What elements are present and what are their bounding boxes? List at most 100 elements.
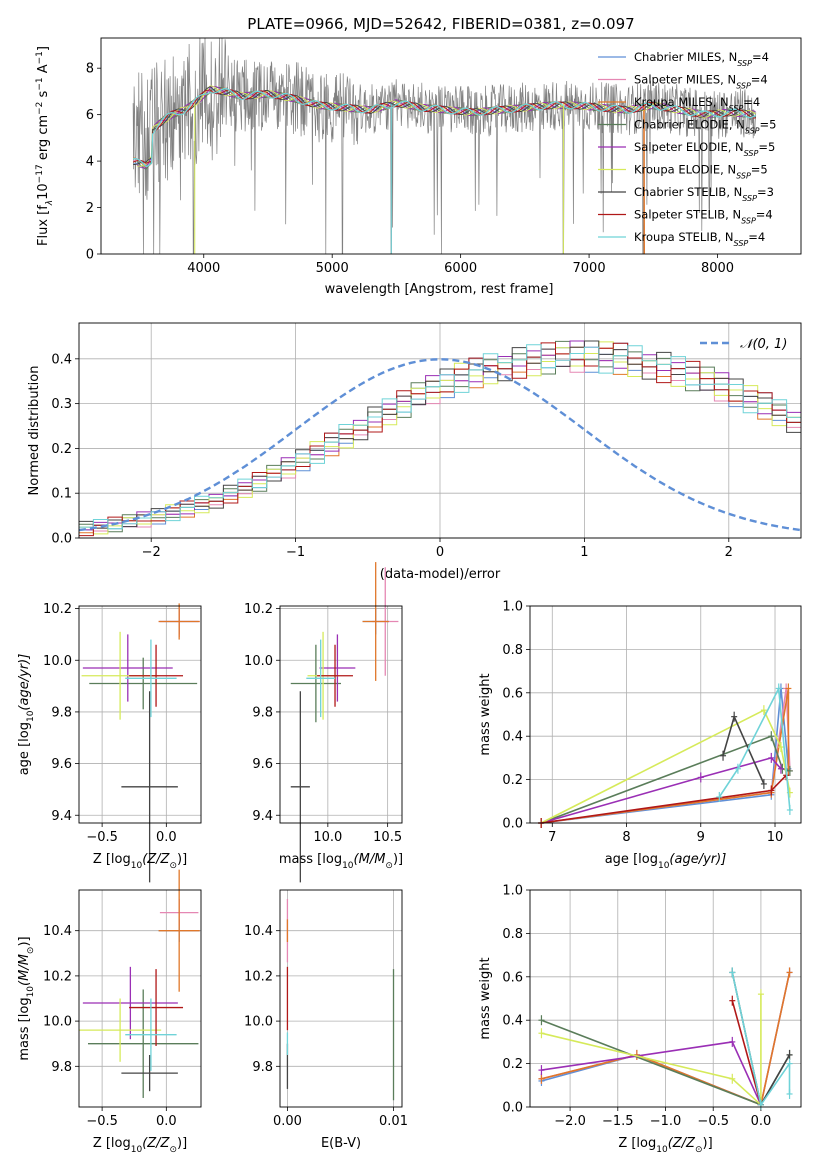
legend-label-sub: SSP [745, 126, 760, 135]
legend-label-tail: =5 [758, 140, 775, 154]
legend-label-sub: SSP [737, 59, 752, 68]
legend-label-text: Chabrier MILES, N [634, 50, 737, 64]
y-tick-label: 0.4 [502, 730, 523, 745]
panel-weight-vs-Z: −2.0 −1.5 −1.0 −0.5 0.0 0.0 0.2 0.4 0.6 0.8 1.0 Z [… [478, 884, 802, 1155]
x-tick-label: 0.0 [751, 1114, 772, 1129]
legend-label: Chabrier ELODIE, NSSP=5 [634, 118, 776, 136]
axis-label-part: (age/yr)] [669, 852, 726, 867]
axis-label-part: s [36, 90, 51, 101]
axes-frame [279, 889, 403, 1108]
x-tick-label: 10.0 [313, 830, 342, 845]
y-tick-label: 0.2 [502, 1057, 523, 1072]
y-tick-label: 9.6 [252, 757, 273, 772]
weight-line-kroupa-miles [541, 972, 791, 1106]
y-tick-label: 10.4 [244, 924, 273, 939]
y-tick-label: 10.0 [43, 654, 72, 669]
panel-mass-vs-ebv: 0.00 0.01 9.8 10.0 10.2 10.4 E(B-V) [244, 889, 408, 1151]
x-tick-label: 0.0 [156, 1114, 177, 1129]
axis-label-part: −1 [35, 51, 45, 64]
axis-label-part: (Z/Z [142, 852, 170, 867]
y-tick-label: 2 [86, 201, 94, 216]
axis-label-part: 10 [658, 861, 670, 871]
model-line-kroupa-stelib [133, 88, 757, 168]
axis-label-part: mass [log [17, 997, 32, 1060]
y-tick-label: 9.4 [252, 809, 273, 824]
y-tick-label: 0.4 [502, 1014, 523, 1029]
legend-label-tail: =4 [743, 95, 760, 109]
histogram-salpeter-stelib [79, 342, 801, 537]
x-tick-label: 2 [725, 545, 733, 560]
x-axis-label: Z [log10(Z/Z⊙)] [93, 1136, 187, 1155]
axis-label-part: Z [log [93, 852, 131, 867]
legend-label-text: Chabrier STELIB, N [634, 185, 742, 199]
y-tick-label: 0.4 [51, 352, 72, 367]
axis-label-part: ⊙ [169, 861, 177, 871]
axes-frame [78, 889, 202, 1108]
axis-label-part: )] [17, 936, 32, 946]
weight-line-salpeter-stelib [731, 1000, 762, 1106]
weight-line-kroupa-miles [540, 688, 790, 824]
y-tick-label: 8 [86, 62, 94, 77]
y-tick-label: 0 [86, 248, 94, 263]
x-tick-label: −1 [286, 545, 305, 560]
y-tick-label: 0.6 [502, 686, 523, 701]
legend-label-text: Salpeter STELIB, N [634, 208, 741, 222]
axis-label-part: ⊙ [26, 947, 36, 955]
y-axis-label: Flux [fλ10−17 erg cm−2 s−1 A−1] [35, 46, 55, 246]
axes-frame [100, 37, 802, 255]
x-tick-label: −1.5 [602, 1114, 634, 1129]
axis-label-part: )] [177, 852, 187, 867]
panel-age-vs-Z: −0.5 0.09.49.69.810.010.2Z [log10(Z/Z⊙)]a… [17, 602, 202, 883]
legend-label-sub: SSP [736, 171, 751, 180]
x-tick-label: 0.01 [379, 1114, 408, 1129]
histogram-kroupa-elodie [79, 341, 801, 535]
weight-line-chabrier-miles [541, 688, 790, 824]
axis-label-part: −17 [35, 164, 45, 183]
axis-label-part: )] [393, 852, 403, 867]
axis-label-part: (Z/Z [142, 1136, 170, 1151]
y-tick-label: 9.8 [252, 1060, 273, 1075]
legend-label-text: Salpeter ELODIE, N [634, 140, 744, 154]
model-line-salpeter-elodie [136, 86, 756, 169]
legend-label-sub: SSP [741, 216, 756, 225]
axis-label-part: )] [703, 1136, 713, 1151]
legend-label: Chabrier MILES, NSSP=4 [634, 50, 769, 68]
axis-label-part: −2 [35, 102, 45, 115]
legend-label-tail: =3 [757, 185, 774, 199]
y-tick-label: 9.8 [51, 705, 72, 720]
axis-label-part: (age/yr)] [17, 654, 32, 711]
x-tick-label: 0.0 [156, 830, 177, 845]
x-tick-label: 4000 [187, 261, 220, 276]
legend-label-text: Kroupa MILES, N [634, 95, 729, 109]
axis-label-part: 10 [26, 986, 36, 998]
y-tick-label: 6 [86, 108, 94, 123]
panel-spectrum: 4000 5000 6000 7000 8000 0 2 4 6 8 wavelength [Ang… [35, 37, 802, 297]
y-axis-label: mass [log10(M/M⊙)] [17, 936, 36, 1060]
axis-label-part: 10 [36, 183, 51, 200]
x-tick-label: 9 [697, 830, 705, 845]
x-tick-label: −2.0 [554, 1114, 586, 1129]
y-tick-label: 9.8 [252, 705, 273, 720]
y-tick-label: 10.2 [244, 969, 273, 984]
legend-label: Kroupa STELIB, NSSP=4 [634, 230, 765, 248]
y-tick-label: 0.2 [502, 773, 523, 788]
legend-label: Salpeter ELODIE, NSSP=5 [634, 140, 775, 158]
x-tick-label: 10.5 [373, 830, 402, 845]
figure-title: PLATE=0966, MJD=52642, FIBERID=0381, z=0… [247, 15, 634, 33]
axis-label-part: Flux [f [36, 205, 51, 246]
legend-label-text: Salpeter MILES, N [634, 73, 736, 87]
axis-label-part: (Z/Z [668, 1136, 696, 1151]
axis-label-part: ] [36, 46, 51, 51]
y-tick-label: 1.0 [502, 884, 523, 899]
legend-label-text: Kroupa STELIB, N [634, 230, 734, 244]
histogram-kroupa-stelib [79, 344, 801, 530]
y-tick-label: 10.0 [244, 1015, 273, 1030]
y-tick-label: 1.0 [502, 600, 523, 615]
legend-label-tail: =5 [751, 163, 768, 177]
axis-label-part: 10 [131, 861, 143, 871]
normal-curve-line [78, 358, 802, 532]
axis-label-part: mass [log [279, 852, 342, 867]
